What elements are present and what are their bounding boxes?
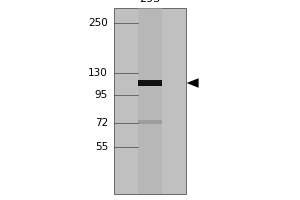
Text: 72: 72 <box>95 118 108 128</box>
Bar <box>138 80 162 86</box>
Bar <box>114 8 186 194</box>
Bar <box>138 8 162 194</box>
Text: 130: 130 <box>88 68 108 78</box>
Text: 293: 293 <box>140 0 160 4</box>
Text: 55: 55 <box>95 142 108 152</box>
Polygon shape <box>187 78 199 88</box>
Bar <box>138 120 162 124</box>
Text: 95: 95 <box>95 90 108 100</box>
Text: 250: 250 <box>88 18 108 28</box>
